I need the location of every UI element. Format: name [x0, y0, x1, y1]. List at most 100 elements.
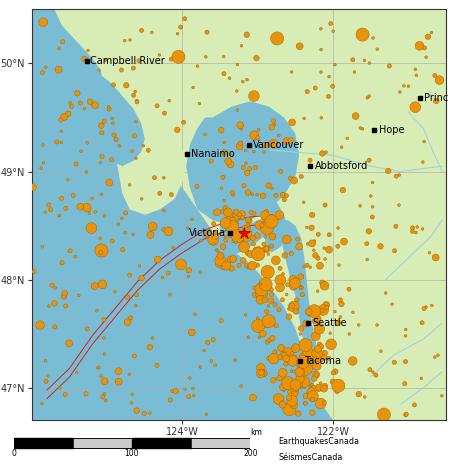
Point	[259, 192, 267, 199]
Point	[184, 225, 192, 232]
Point	[283, 137, 290, 145]
Point	[300, 198, 307, 206]
Point	[222, 236, 229, 244]
Point	[320, 385, 328, 392]
Point	[311, 375, 318, 382]
Point	[98, 129, 106, 136]
Point	[253, 191, 261, 198]
Point	[271, 301, 278, 308]
Point	[212, 232, 219, 240]
Bar	[132, 438, 191, 448]
Point	[279, 383, 287, 391]
Text: Abbotsford: Abbotsford	[314, 161, 368, 171]
Point	[60, 293, 67, 300]
Point	[325, 246, 333, 254]
Point	[167, 56, 175, 63]
Point	[309, 353, 316, 360]
Point	[412, 104, 419, 111]
Point	[311, 237, 318, 245]
Point	[97, 372, 105, 380]
Point	[281, 351, 288, 359]
Point	[156, 51, 163, 59]
Point	[313, 371, 320, 378]
Point	[220, 53, 228, 60]
Point	[295, 243, 303, 250]
Point	[86, 209, 93, 217]
Point	[296, 375, 303, 383]
Point	[66, 247, 74, 255]
Point	[325, 354, 333, 362]
Point	[65, 110, 72, 117]
Point	[300, 115, 308, 122]
Point	[275, 132, 283, 139]
Point	[250, 210, 258, 217]
Point	[234, 233, 242, 240]
Point	[151, 174, 158, 182]
Point	[298, 325, 305, 332]
Bar	[73, 438, 132, 448]
Point	[391, 359, 398, 366]
Point	[126, 181, 133, 189]
Point	[243, 76, 251, 84]
Point	[101, 350, 108, 358]
Point	[118, 215, 126, 222]
Point	[318, 150, 326, 157]
Point	[292, 385, 299, 393]
Point	[112, 136, 120, 143]
Point	[279, 401, 286, 408]
Point	[372, 371, 379, 379]
Point	[88, 225, 95, 232]
Point	[364, 256, 371, 263]
Point	[264, 268, 271, 276]
Point	[297, 284, 304, 291]
Point	[260, 369, 268, 377]
Point	[98, 191, 105, 198]
Point	[308, 211, 316, 219]
Point	[419, 225, 426, 233]
Point	[55, 66, 62, 73]
Point	[77, 99, 84, 107]
Point	[384, 167, 392, 175]
Point	[96, 234, 104, 242]
Point	[217, 252, 224, 260]
Point	[273, 35, 281, 42]
Point	[261, 290, 268, 298]
Point	[418, 375, 425, 382]
Point	[234, 61, 241, 68]
Point	[242, 246, 249, 254]
Point	[182, 386, 189, 393]
Point	[402, 332, 409, 340]
Point	[431, 72, 439, 79]
Point	[126, 371, 133, 378]
Point	[300, 263, 308, 270]
Point	[288, 302, 296, 310]
Point	[265, 318, 273, 325]
Point	[98, 122, 105, 129]
Point	[219, 208, 226, 215]
Point	[58, 259, 66, 267]
Point	[308, 388, 315, 396]
Point	[236, 211, 243, 218]
Point	[288, 119, 296, 126]
Point	[272, 192, 279, 199]
Point	[243, 169, 251, 177]
Point	[210, 336, 217, 343]
Point	[147, 410, 154, 417]
Point	[47, 206, 55, 213]
Point	[438, 392, 445, 399]
Point	[135, 57, 142, 64]
Point	[259, 330, 267, 337]
Point	[356, 202, 364, 210]
Point	[325, 73, 333, 80]
Point	[186, 375, 193, 382]
Point	[267, 314, 274, 322]
Point	[161, 109, 168, 117]
Point	[115, 378, 122, 385]
Point	[229, 191, 237, 199]
Polygon shape	[32, 9, 333, 420]
Point	[263, 245, 270, 253]
Point	[66, 340, 73, 347]
Point	[91, 283, 98, 290]
Point	[279, 296, 286, 304]
Point	[289, 283, 297, 290]
